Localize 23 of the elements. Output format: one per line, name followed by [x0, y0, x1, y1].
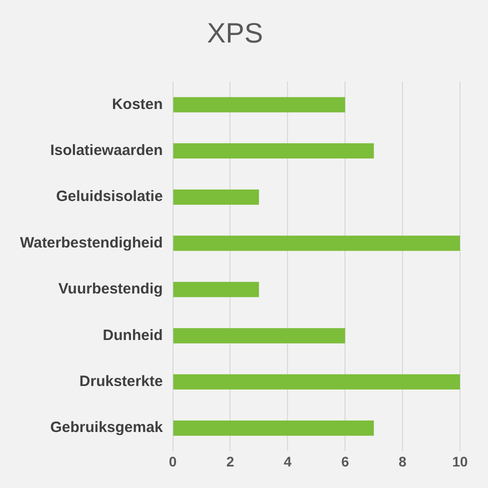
- y-tick-label: Geluidsisolatie: [56, 188, 163, 206]
- x-tick-label: 6: [341, 453, 350, 470]
- x-tick-label: 10: [452, 453, 468, 470]
- x-tick-label: 4: [284, 453, 292, 470]
- bar: [173, 97, 346, 112]
- bar: [173, 189, 259, 205]
- y-tick-label: Isolatiewaarden: [50, 142, 163, 160]
- y-tick-label: Druksterkte: [79, 373, 163, 390]
- y-tick-label: Waterbestendigheid: [20, 234, 163, 252]
- bar: [173, 328, 346, 344]
- bar: [173, 143, 374, 159]
- y-tick-label: Gebruiksgemak: [50, 419, 164, 436]
- bar: [173, 282, 259, 298]
- y-tick-label: Kosten: [112, 96, 163, 113]
- bar: [173, 374, 460, 390]
- bar: [173, 420, 374, 436]
- chart-title: XPS: [206, 18, 264, 49]
- y-tick-label: Vuurbestendig: [58, 280, 163, 298]
- x-tick-label: 2: [226, 453, 234, 470]
- x-tick-label: 8: [398, 453, 407, 470]
- y-tick-label: Dunheid: [102, 326, 163, 344]
- x-tick-label: 0: [168, 453, 177, 470]
- bar: [173, 236, 460, 251]
